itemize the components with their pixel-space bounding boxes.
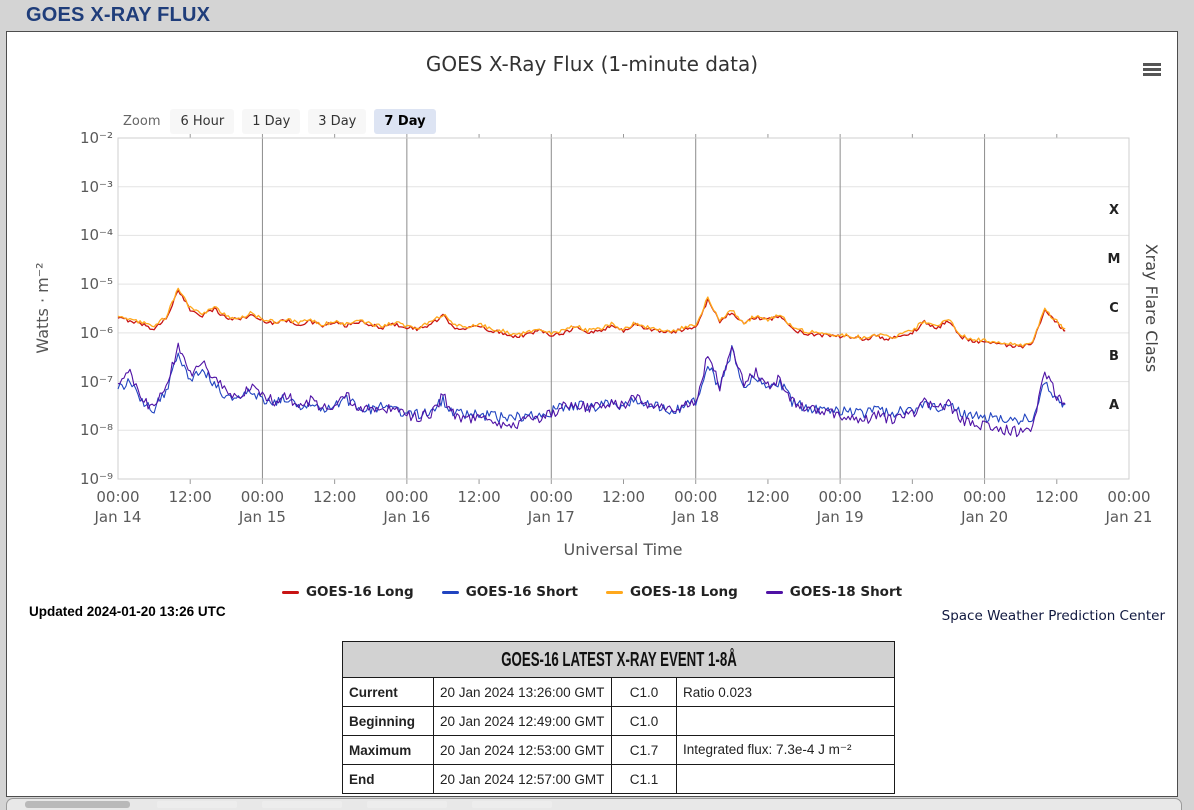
y-axis-tick-label: 10⁻⁶ bbox=[79, 323, 113, 342]
y-axis-tick-label: 10⁻⁹ bbox=[79, 470, 113, 488]
y-axis-tick-label: 10⁻³ bbox=[79, 177, 113, 196]
legend-line-swatch bbox=[606, 590, 623, 594]
zoom-label: Zoom bbox=[123, 113, 161, 129]
x-axis-time-label: 00:00 bbox=[674, 488, 718, 506]
event-row-note: Ratio 0.023 bbox=[676, 677, 895, 707]
x-axis-time-label: 00:00 bbox=[818, 488, 862, 506]
right-axis-title: Xray Flare Class bbox=[1142, 243, 1161, 373]
event-row-time: 20 Jan 2024 13:26:00 GMT bbox=[433, 677, 612, 707]
legend-item-goes-18-short[interactable]: GOES-18 Short bbox=[765, 584, 903, 600]
x-axis-time-label: 00:00 bbox=[962, 488, 1007, 506]
table-row: Maximum 20 Jan 2024 12:53:00 GMT C1.7 In… bbox=[342, 735, 895, 765]
x-axis-time-label: 00:00 bbox=[1107, 488, 1151, 506]
x-axis-date-label: Jan 19 bbox=[816, 508, 864, 526]
x-axis-time-label: 12:00 bbox=[1035, 488, 1079, 506]
legend-item-goes-16-long[interactable]: GOES-16 Long bbox=[281, 584, 414, 600]
event-row-time: 20 Jan 2024 12:53:00 GMT bbox=[433, 735, 612, 765]
x-axis-time-label: 12:00 bbox=[313, 488, 357, 506]
x-axis-time-label: 12:00 bbox=[457, 488, 501, 506]
event-row-class: C1.0 bbox=[611, 706, 677, 736]
legend-item-goes-16-short[interactable]: GOES-16 Short bbox=[441, 584, 578, 600]
legend-label: GOES-16 Short bbox=[465, 584, 578, 600]
chart-title: GOES X-Ray Flux (1-minute data) bbox=[425, 52, 759, 76]
chart-card: GOES X-Ray Flux (1-minute data) Zoom 6 H… bbox=[6, 31, 1178, 797]
event-row-time: 20 Jan 2024 12:57:00 GMT bbox=[433, 764, 612, 794]
zoom-button-3day[interactable]: 3 Day bbox=[308, 108, 367, 134]
zoom-button-1day[interactable]: 1 Day bbox=[242, 108, 301, 134]
x-axis-time-label: 00:00 bbox=[96, 488, 140, 506]
legend-label: GOES-18 Long bbox=[630, 584, 738, 600]
flare-class-letter: A bbox=[1108, 397, 1120, 413]
event-row-time: 20 Jan 2024 12:49:00 GMT bbox=[433, 706, 612, 736]
legend: GOES-16 Long GOES-16 Short GOES-18 Long GOE… bbox=[7, 584, 1177, 600]
legend-item-goes-18-long[interactable]: GOES-18 Long bbox=[606, 584, 738, 600]
y-axis-tick-label: 10⁻⁴ bbox=[79, 226, 113, 245]
x-axis-date-label: Jan 17 bbox=[527, 508, 575, 526]
y-axis-tick-label: 10⁻⁸ bbox=[79, 421, 113, 440]
x-axis-time-label: 12:00 bbox=[601, 488, 646, 506]
page-title: GOES X-RAY FLUX bbox=[26, 4, 211, 26]
event-table-title: GOES-16 LATEST X-RAY EVENT 1-8Å bbox=[342, 641, 895, 678]
x-axis-date-label: Jan 20 bbox=[961, 508, 1009, 526]
x-axis-date-label: Jan 15 bbox=[238, 508, 286, 526]
event-row-label: Current bbox=[342, 677, 434, 707]
page-header-bar: GOES X-RAY FLUX bbox=[0, 0, 1194, 31]
event-row-label: Maximum bbox=[342, 735, 434, 765]
event-row-class: C1.7 bbox=[611, 735, 677, 765]
range-selector: Zoom 6 Hour 1 Day 3 Day 7 Day bbox=[123, 108, 444, 134]
x-axis-time-label: 12:00 bbox=[168, 488, 212, 506]
series-goes-18-short-line bbox=[117, 342, 1066, 438]
x-axis-time-label: 00:00 bbox=[385, 488, 429, 506]
x-axis-date-label: Jan 14 bbox=[94, 508, 142, 526]
series-goes-16-long-line bbox=[117, 289, 1066, 349]
event-row-note bbox=[676, 764, 895, 794]
event-row-note: Integrated flux: 7.3e-4 J m⁻² bbox=[676, 735, 895, 765]
legend-line-swatch bbox=[765, 590, 783, 594]
plot-border bbox=[117, 137, 1130, 480]
table-row: Beginning 20 Jan 2024 12:49:00 GMT C1.0 bbox=[342, 706, 895, 736]
legend-line-swatch bbox=[441, 590, 459, 594]
series-goes-18-long-line bbox=[117, 287, 1066, 348]
table-row: Current 20 Jan 2024 13:26:00 GMT C1.0 Ra… bbox=[342, 677, 895, 707]
event-row-label: Beginning bbox=[342, 706, 434, 736]
event-row-note bbox=[676, 706, 895, 736]
swpc-credit: Space Weather Prediction Center bbox=[941, 608, 1165, 624]
event-row-label: End bbox=[342, 764, 434, 794]
event-row-class: C1.0 bbox=[611, 677, 677, 707]
legend-label: GOES-16 Long bbox=[305, 584, 414, 600]
series-goes-16-short-line bbox=[117, 345, 1066, 425]
plot-area[interactable] bbox=[117, 134, 1130, 484]
zoom-button-6hour[interactable]: 6 Hour bbox=[170, 108, 235, 134]
x-axis-time-label: 00:00 bbox=[240, 488, 285, 506]
hamburger-menu-icon[interactable] bbox=[1143, 63, 1161, 77]
flare-class-letter: B bbox=[1109, 349, 1119, 365]
table-row: End 20 Jan 2024 12:57:00 GMT C1.1 bbox=[342, 764, 895, 794]
flare-class-letter: M bbox=[1107, 251, 1121, 267]
flare-class-letter: C bbox=[1109, 300, 1119, 316]
next-section-partial bbox=[6, 798, 1182, 810]
updated-timestamp: Updated 2024-01-20 13:26 UTC bbox=[29, 604, 226, 619]
event-row-class: C1.1 bbox=[611, 764, 677, 794]
x-axis-time-label: 12:00 bbox=[890, 488, 934, 506]
y-axis-tick-label: 10⁻⁷ bbox=[79, 372, 113, 391]
flare-class-letter: X bbox=[1108, 203, 1120, 219]
latest-xray-event-table: GOES-16 LATEST X-RAY EVENT 1-8Å Current … bbox=[342, 641, 895, 794]
x-axis-time-label: 00:00 bbox=[529, 488, 573, 506]
legend-line-swatch bbox=[281, 590, 299, 594]
zoom-button-7day[interactable]: 7 Day bbox=[374, 108, 436, 134]
y-axis-title: Watts · m⁻² bbox=[33, 262, 52, 354]
y-axis-tick-label: 10⁻⁵ bbox=[79, 275, 113, 294]
legend-label: GOES-18 Short bbox=[789, 584, 903, 600]
next-section-button-partial bbox=[25, 801, 130, 808]
x-axis-date-label: Jan 21 bbox=[1105, 508, 1153, 526]
y-axis-tick-label: 10⁻² bbox=[79, 129, 113, 147]
x-axis-time-label: 12:00 bbox=[746, 488, 790, 506]
x-axis-title: Universal Time bbox=[563, 540, 683, 559]
x-axis-date-label: Jan 18 bbox=[672, 508, 720, 526]
x-axis-date-label: Jan 16 bbox=[383, 508, 431, 526]
